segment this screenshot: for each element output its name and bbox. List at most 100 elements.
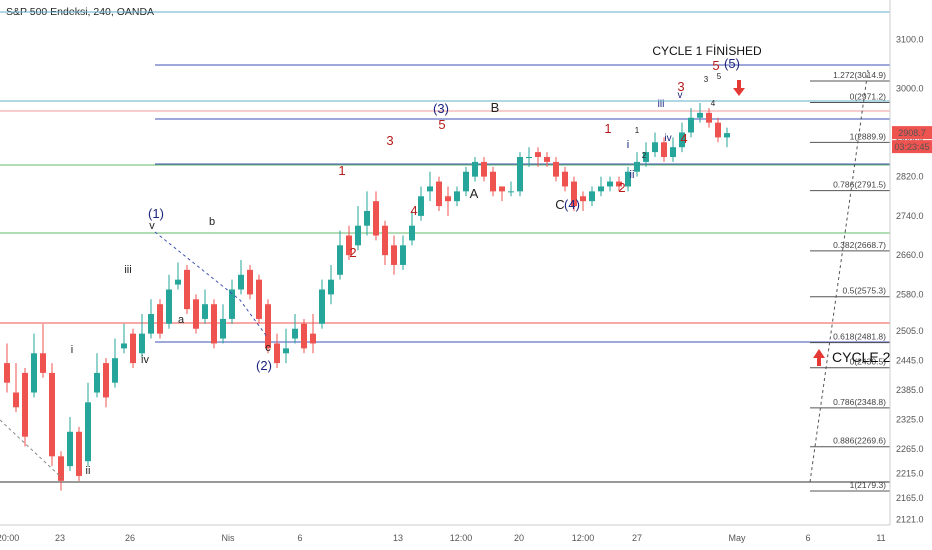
candle-body xyxy=(283,348,289,354)
candle-body xyxy=(490,171,496,192)
candle-body xyxy=(463,171,469,192)
wave-label: 4 xyxy=(680,131,687,146)
candle-body xyxy=(238,274,244,290)
wave-label: iv xyxy=(141,354,149,366)
wave-label: 2 xyxy=(618,180,625,195)
fib-level-label: 0.786(2348.8) xyxy=(833,397,886,407)
candle-body xyxy=(103,363,109,398)
candle-body xyxy=(679,132,685,148)
wave-label: 5 xyxy=(712,58,719,73)
wave-label: iv xyxy=(664,133,671,144)
candle-body xyxy=(481,161,487,177)
fib-level-label: 1(2179.3) xyxy=(850,480,887,490)
wave-trend-line xyxy=(154,231,269,339)
y-tick-label: 2215.0 xyxy=(896,468,924,478)
fib-level-label: 1(2889.9) xyxy=(850,131,887,141)
candle-body xyxy=(139,333,145,354)
wave-label: i xyxy=(71,344,73,356)
candle-body xyxy=(409,225,415,241)
candle-body xyxy=(535,152,541,158)
candle-body xyxy=(571,181,577,207)
candle-body xyxy=(418,196,424,216)
fib-level-label: 0(2971.2) xyxy=(850,91,887,101)
candle-body xyxy=(607,181,613,187)
candle-body xyxy=(85,402,91,462)
current-price-label: 2908.7 xyxy=(898,128,926,138)
fib-level-label: 0.618(2481.8) xyxy=(833,332,886,342)
x-tick-label: 6 xyxy=(297,533,302,543)
wave-label: (4) xyxy=(564,197,580,212)
wave-label: 2 xyxy=(642,151,647,160)
wave-label: b xyxy=(209,216,215,228)
wave-label: v xyxy=(678,90,683,101)
candle-body xyxy=(724,133,730,138)
y-tick-label: 2121.0 xyxy=(896,515,924,525)
x-tick-label: 20:00 xyxy=(0,533,19,543)
x-tick-label: 20 xyxy=(514,533,524,543)
candle-body xyxy=(427,186,433,192)
candle-body xyxy=(643,152,649,162)
x-tick-label: 12:00 xyxy=(450,533,473,543)
candle-body xyxy=(436,181,442,207)
candle-body xyxy=(58,456,64,481)
wave-label: iii xyxy=(658,99,665,110)
wave-label: C xyxy=(555,197,564,212)
candle-body xyxy=(373,201,379,236)
fib-level-label: 0(2430.5) xyxy=(850,357,887,367)
y-tick-label: 3100.0 xyxy=(896,34,924,44)
candle-body xyxy=(310,333,316,344)
candle-body xyxy=(517,157,523,192)
candle-body xyxy=(22,372,28,437)
candle-body xyxy=(508,191,514,193)
current-price-badge xyxy=(892,126,932,140)
countdown-badge xyxy=(892,140,932,154)
candle-body xyxy=(715,122,721,138)
x-tick-label: May xyxy=(728,533,746,543)
candle-body xyxy=(94,372,100,393)
candle-body xyxy=(589,191,595,202)
candle-body xyxy=(112,358,118,383)
candle-body xyxy=(202,304,208,319)
y-tick-label: 2165.0 xyxy=(896,493,924,503)
y-tick-label: 2385.0 xyxy=(896,385,924,395)
candle-body xyxy=(346,235,352,256)
y-tick-label: 2820.0 xyxy=(896,172,924,182)
wave-label: 3 xyxy=(677,79,684,94)
fib-level-label: 1.272(3014.9) xyxy=(833,70,886,80)
candle-body xyxy=(544,157,550,162)
candle-body xyxy=(31,353,37,393)
wave-label: 5 xyxy=(717,72,722,81)
wave-label: 3 xyxy=(386,133,393,148)
candle-body xyxy=(76,431,82,476)
candle-body xyxy=(697,112,703,118)
candle-body xyxy=(706,112,712,123)
wave-label: 5 xyxy=(438,117,445,132)
wave-label: 3 xyxy=(704,75,709,84)
fib-level-label: 0.5(2575.3) xyxy=(843,286,887,296)
candle-body xyxy=(256,279,262,319)
x-tick-label: 12:00 xyxy=(572,533,595,543)
candle-body xyxy=(130,333,136,364)
y-tick-label: 2580.0 xyxy=(896,289,924,299)
x-tick-label: 26 xyxy=(125,533,135,543)
candle-body xyxy=(220,318,226,339)
fib-level-label: 0.382(2668.7) xyxy=(833,240,886,250)
wave-label: ii xyxy=(630,169,635,181)
x-tick-label: 13 xyxy=(393,533,403,543)
candle-body xyxy=(634,161,640,172)
candle-body xyxy=(247,269,253,295)
candle-body xyxy=(292,328,298,339)
candle-body xyxy=(661,142,667,158)
candle-body xyxy=(157,304,163,334)
x-tick-label: 23 xyxy=(55,533,65,543)
candle-body xyxy=(67,431,73,467)
candle-body xyxy=(13,392,19,408)
candle-body xyxy=(49,372,55,457)
candle-body xyxy=(445,196,451,202)
candle-body xyxy=(301,323,307,349)
wave-label: 4 xyxy=(711,99,716,108)
candle-body xyxy=(175,279,181,285)
wave-label: a xyxy=(178,314,185,326)
